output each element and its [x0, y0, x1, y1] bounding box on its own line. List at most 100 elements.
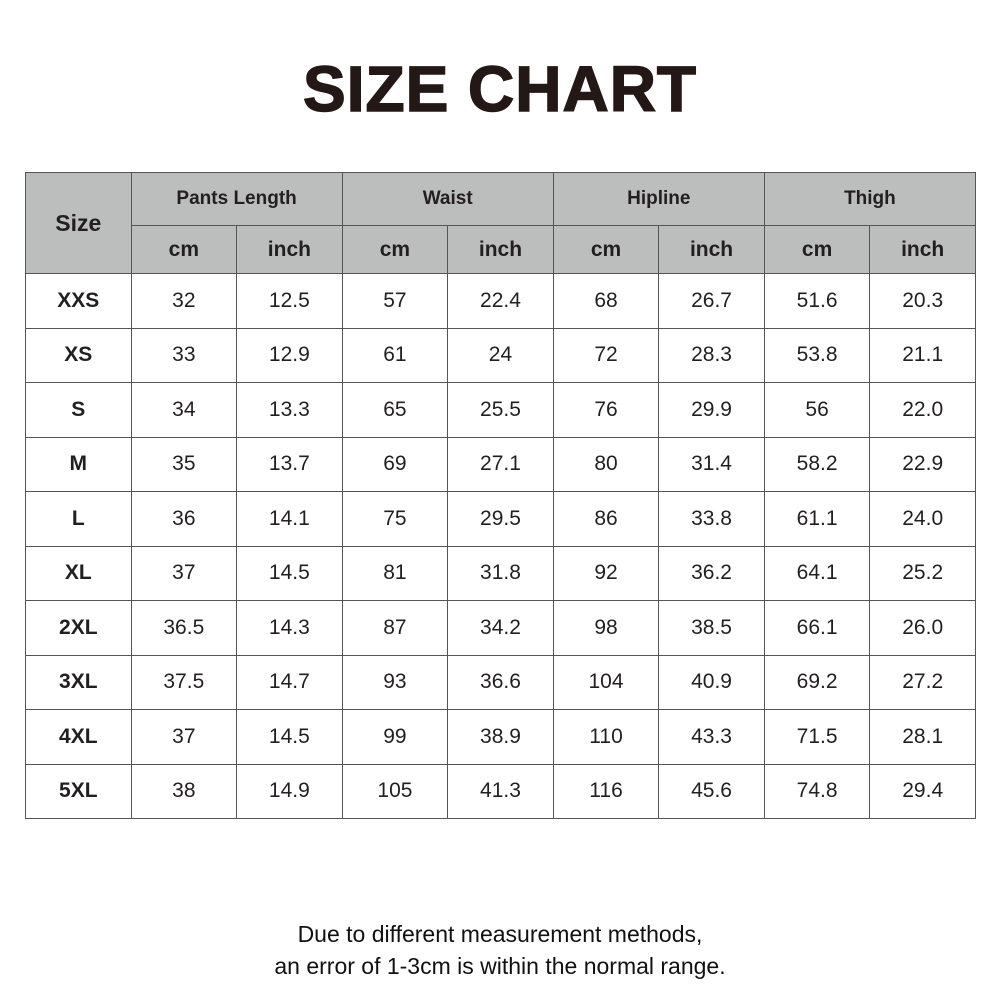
measurement-cell: 74.8	[763, 763, 871, 819]
table-row: XL 37 14.5 81 31.8 92 36.2 64.1 25.2	[25, 545, 976, 601]
measurement-cell: 25.2	[869, 545, 976, 601]
measurement-cell: 51.6	[763, 273, 871, 329]
measurement-cell: 87	[341, 600, 449, 656]
measurement-cell: 28.1	[869, 709, 976, 765]
table-body: XXS 32 12.5 57 22.4 68 26.7 51.6 20.3 XS 33 12.9 61 2…	[25, 273, 976, 819]
measurement-cell: 58.2	[763, 436, 871, 492]
measurement-cell: 66.1	[763, 600, 871, 656]
unit-header-cm: cm	[130, 225, 238, 274]
size-label: 2XL	[25, 600, 132, 656]
measurement-cell: 21.1	[869, 327, 976, 383]
unit-header-inch: inch	[447, 225, 554, 274]
measurement-cell: 22.9	[869, 436, 976, 492]
measurement-cell: 40.9	[658, 654, 765, 710]
group-header: Thigh	[763, 172, 977, 226]
table-row: 2XL 36.5 14.3 87 34.2 98 38.5 66.1 26.0	[25, 600, 976, 656]
measurement-cell: 13.3	[236, 382, 343, 438]
measurement-cell: 99	[341, 709, 449, 765]
measurement-cell: 14.3	[236, 600, 343, 656]
measurement-cell: 69	[341, 436, 449, 492]
measurement-cell: 38.9	[447, 709, 554, 765]
measurement-cell: 56	[763, 382, 871, 438]
size-label: XXS	[25, 273, 132, 329]
measurement-cell: 41.3	[447, 763, 554, 819]
measurement-cell: 36.2	[658, 545, 765, 601]
measurement-cell: 26.7	[658, 273, 765, 329]
unit-header-inch: inch	[869, 225, 976, 274]
size-label: 4XL	[25, 709, 132, 765]
group-header: Pants Length	[130, 172, 343, 226]
measurement-cell: 33.8	[658, 491, 765, 547]
header-row-groups: Size Pants Length Waist Hipline Thigh	[25, 172, 977, 274]
measurement-cell: 26.0	[869, 600, 976, 656]
measurement-cell: 86	[552, 491, 660, 547]
size-chart-table: Size Pants Length Waist Hipline Thigh cm inc…	[25, 172, 977, 819]
measurement-cell: 31.8	[447, 545, 554, 601]
measurement-cell: 65	[341, 382, 449, 438]
measurement-cell: 45.6	[658, 763, 765, 819]
measurement-cell: 37.5	[130, 654, 238, 710]
size-label: L	[25, 491, 132, 547]
measurement-cell: 34.2	[447, 600, 554, 656]
measurement-cell: 35	[130, 436, 238, 492]
measurement-cell: 80	[552, 436, 660, 492]
table-row: S 34 13.3 65 25.5 76 29.9 56 22.0	[25, 382, 976, 438]
table-row: 3XL 37.5 14.7 93 36.6 104 40.9 69.2 27.2	[25, 654, 976, 710]
measurement-cell: 14.5	[236, 545, 343, 601]
size-label: XS	[25, 327, 132, 383]
measurement-cell: 24.0	[869, 491, 976, 547]
measurement-cell: 12.9	[236, 327, 343, 383]
measurement-cell: 24	[447, 327, 554, 383]
measurement-cell: 92	[552, 545, 660, 601]
measurement-cell: 43.3	[658, 709, 765, 765]
measurement-cell: 14.9	[236, 763, 343, 819]
measurement-cell: 38	[130, 763, 238, 819]
measurement-cell: 72	[552, 327, 660, 383]
measurement-cell: 69.2	[763, 654, 871, 710]
table-row: XXS 32 12.5 57 22.4 68 26.7 51.6 20.3	[25, 273, 976, 329]
measurement-cell: 116	[552, 763, 660, 819]
measurement-cell: 64.1	[763, 545, 871, 601]
unit-header-cm: cm	[341, 225, 449, 274]
measurement-cell: 20.3	[869, 273, 976, 329]
measurement-cell: 76	[552, 382, 660, 438]
note-line-1: Due to different measurement methods,	[297, 921, 703, 947]
measurement-cell: 37	[130, 709, 238, 765]
measurement-cell: 61	[341, 327, 449, 383]
measurement-cell: 27.1	[447, 436, 554, 492]
measurement-cell: 81	[341, 545, 449, 601]
note-line-2: an error of 1-3cm is within the normal r…	[274, 953, 726, 979]
measurement-cell: 75	[341, 491, 449, 547]
size-label: 3XL	[25, 654, 132, 710]
group-header: Hipline	[552, 172, 765, 226]
measurement-cell: 31.4	[658, 436, 765, 492]
header-row-units: cm inch cm inch cm inch cm inch	[26, 225, 976, 274]
measurement-cell: 29.5	[447, 491, 554, 547]
measurement-cell: 12.5	[236, 273, 343, 329]
measurement-cell: 68	[552, 273, 660, 329]
measurement-cell: 33	[130, 327, 238, 383]
unit-header-cm: cm	[763, 225, 871, 274]
measurement-cell: 34	[130, 382, 238, 438]
table-row: 4XL 37 14.5 99 38.9 110 43.3 71.5 28.1	[25, 709, 976, 765]
measurement-cell: 28.3	[658, 327, 765, 383]
measurement-cell: 53.8	[763, 327, 871, 383]
table-row: L 36 14.1 75 29.5 86 33.8 61.1 24.0	[25, 491, 976, 547]
measurement-cell: 36	[130, 491, 238, 547]
measurement-note: Due to different measurement methods, an…	[0, 918, 1000, 982]
measurement-cell: 105	[341, 763, 449, 819]
measurement-cell: 57	[341, 273, 449, 329]
size-label: 5XL	[25, 763, 132, 819]
measurement-cell: 13.7	[236, 436, 343, 492]
measurement-cell: 14.1	[236, 491, 343, 547]
measurement-cell: 14.5	[236, 709, 343, 765]
measurement-cell: 29.4	[869, 763, 976, 819]
size-header: Size	[25, 172, 132, 274]
table-row: 5XL 38 14.9 105 41.3 116 45.6 74.8 29.4	[25, 763, 976, 819]
measurement-cell: 14.7	[236, 654, 343, 710]
measurement-cell: 32	[130, 273, 238, 329]
page-title: SIZE CHART	[302, 52, 697, 126]
measurement-cell: 25.5	[447, 382, 554, 438]
measurement-cell: 22.4	[447, 273, 554, 329]
unit-header-inch: inch	[658, 225, 765, 274]
